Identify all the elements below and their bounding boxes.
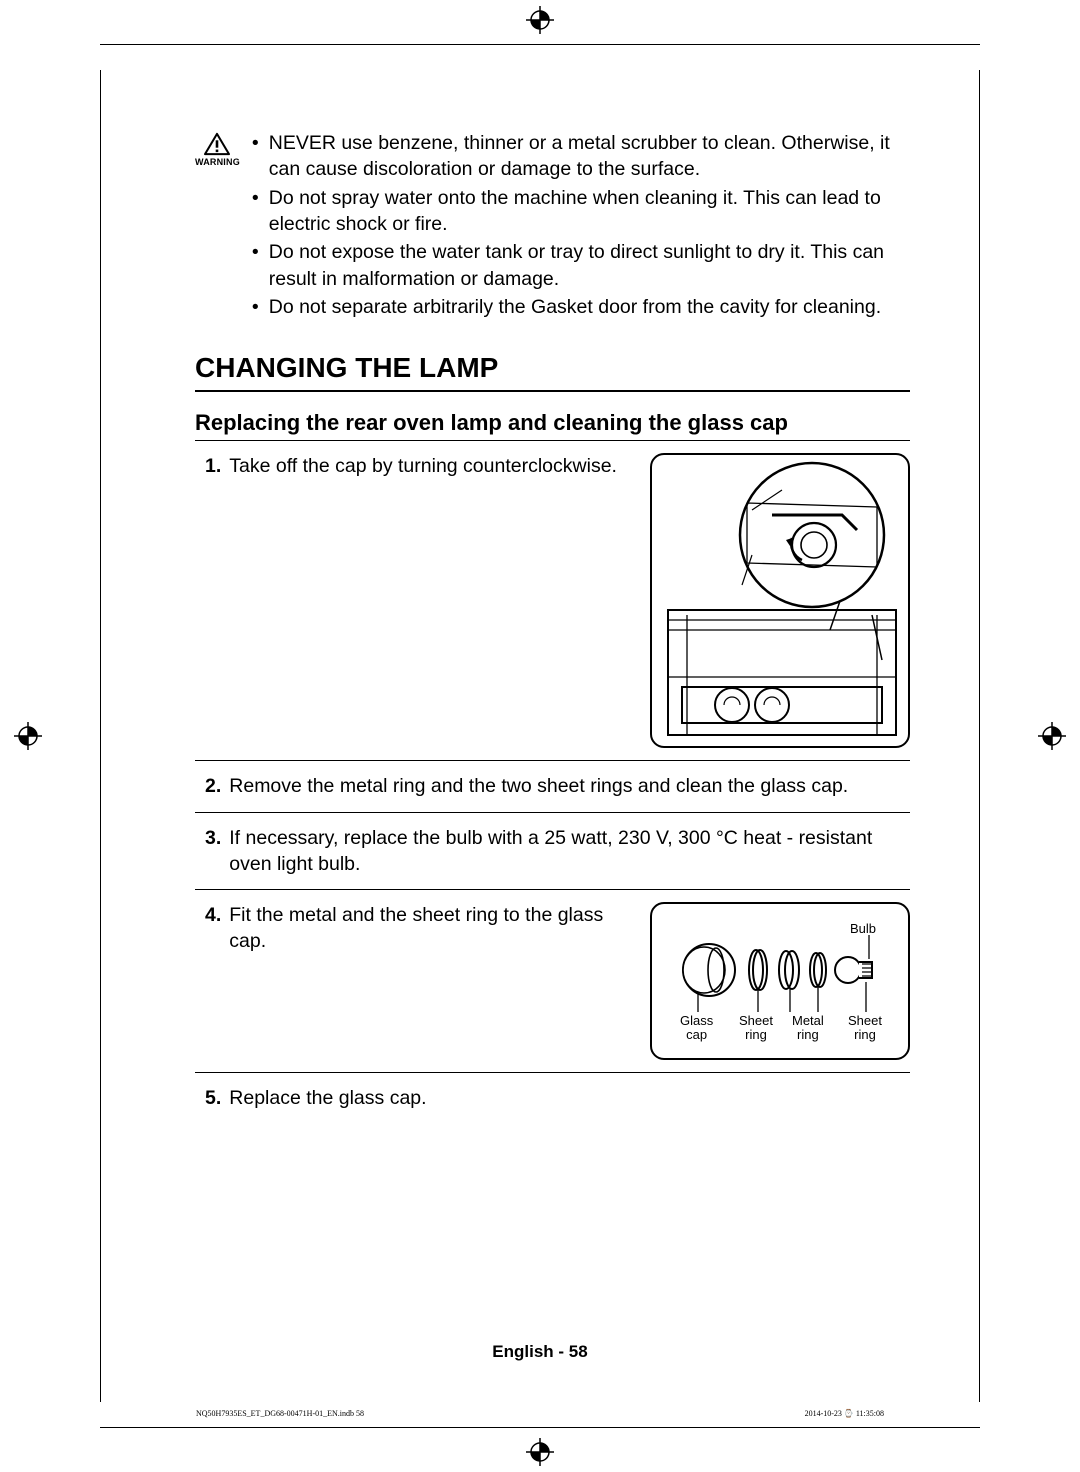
footer-language: English bbox=[492, 1342, 553, 1361]
registration-mark-icon bbox=[526, 6, 554, 34]
figure-label-bulb: Bulb bbox=[850, 922, 876, 936]
warning-label: WARNING bbox=[195, 157, 240, 167]
step-text: If necessary, replace the bulb with a 25… bbox=[229, 825, 910, 878]
registration-mark-icon bbox=[1038, 722, 1066, 750]
step-text: Take off the cap by turning counterclock… bbox=[229, 453, 630, 748]
warning-text: Do not expose the water tank or tray to … bbox=[269, 239, 910, 292]
crop-mark-top bbox=[100, 44, 980, 45]
step-row: 3. If necessary, replace the bulb with a… bbox=[195, 813, 910, 891]
bullet-icon: • bbox=[252, 185, 259, 238]
print-file-name: NQ50H7935ES_ET_DG68-00471H-01_EN.indb 58 bbox=[196, 1409, 364, 1418]
figure-lamp-assembly: Bulb Glasscap Sheetring Metalring Sheetr… bbox=[650, 902, 910, 1060]
warning-item: • Do not separate arbitrarily the Gasket … bbox=[252, 294, 910, 320]
warning-list: •NEVER use benzene, thinner or a metal s… bbox=[252, 130, 910, 322]
bullet-icon: • bbox=[252, 294, 259, 320]
warning-text: NEVER use benzene, thinner or a metal sc… bbox=[269, 130, 910, 183]
step-number: 2. bbox=[195, 773, 221, 799]
figure-oven-interior bbox=[650, 453, 910, 748]
crop-mark-left bbox=[100, 70, 101, 1402]
warning-item: •Do not expose the water tank or tray to… bbox=[252, 239, 910, 292]
warning-triangle-icon bbox=[203, 132, 231, 156]
figure-label-sheet-ring: Sheetring bbox=[848, 1014, 882, 1043]
section-subtitle: Replacing the rear oven lamp and cleanin… bbox=[195, 410, 910, 441]
page-footer: English - 58 bbox=[0, 1342, 1080, 1362]
step-number: 5. bbox=[195, 1085, 221, 1111]
footer-page-number: 58 bbox=[569, 1342, 588, 1361]
crop-mark-bottom bbox=[100, 1427, 980, 1428]
step-text: Remove the metal ring and the two sheet … bbox=[229, 773, 910, 799]
step-text: Replace the glass cap. bbox=[229, 1085, 910, 1111]
step-row: 5. Replace the glass cap. bbox=[195, 1073, 910, 1123]
step-number: 3. bbox=[195, 825, 221, 878]
footer-separator: - bbox=[554, 1342, 569, 1361]
step-number: 1. bbox=[195, 453, 221, 748]
bullet-icon: • bbox=[252, 130, 259, 183]
page-content: WARNING •NEVER use benzene, thinner or a… bbox=[195, 130, 910, 1123]
registration-mark-icon bbox=[526, 1438, 554, 1466]
step-row: 2. Remove the metal ring and the two she… bbox=[195, 761, 910, 812]
warning-item: •NEVER use benzene, thinner or a metal s… bbox=[252, 130, 910, 183]
registration-mark-icon bbox=[14, 722, 42, 750]
warning-item: •Do not spray water onto the machine whe… bbox=[252, 185, 910, 238]
print-timestamp: 2014-10-23 ⌚ 11:35:08 bbox=[805, 1409, 884, 1418]
step-row: 1. Take off the cap by turning countercl… bbox=[195, 441, 910, 761]
warning-text: Do not separate arbitrarily the Gasket d… bbox=[269, 294, 881, 320]
step-row: 4. Fit the metal and the sheet ring to t… bbox=[195, 890, 910, 1073]
warning-block: WARNING •NEVER use benzene, thinner or a… bbox=[195, 130, 910, 322]
crop-mark-right bbox=[979, 70, 980, 1402]
step-text: Fit the metal and the sheet ring to the … bbox=[229, 902, 630, 1060]
figure-label-metal-ring: Metalring bbox=[792, 1014, 824, 1043]
section-title: CHANGING THE LAMP bbox=[195, 352, 910, 392]
figure-label-glass-cap: Glasscap bbox=[680, 1014, 713, 1043]
bullet-icon: • bbox=[252, 239, 259, 292]
step-number: 4. bbox=[195, 902, 221, 1060]
warning-icon-column: WARNING bbox=[195, 130, 240, 322]
figure-label-sheet-ring: Sheetring bbox=[739, 1014, 773, 1043]
warning-text: Do not spray water onto the machine when… bbox=[269, 185, 910, 238]
print-metadata: NQ50H7935ES_ET_DG68-00471H-01_EN.indb 58… bbox=[196, 1409, 884, 1418]
